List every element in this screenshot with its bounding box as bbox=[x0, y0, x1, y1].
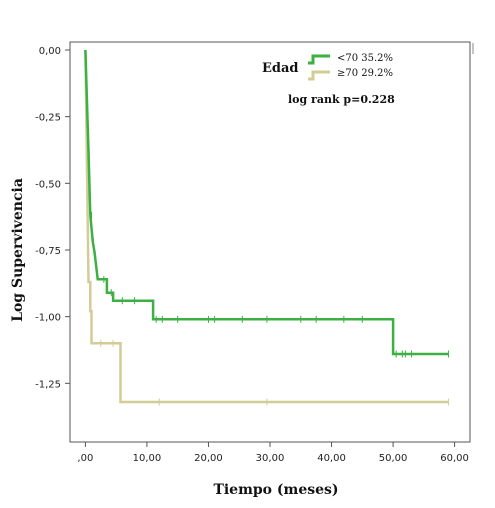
axis-ticks: ,00 10,00 20,00 30,00 40,00 50,00 60,00 0,00 -0,… bbox=[35, 46, 469, 464]
x-tick-label: 50,00 bbox=[379, 453, 408, 464]
series-line-under70 bbox=[84, 49, 449, 356]
x-tick-label: 60,00 bbox=[440, 453, 469, 464]
legend: Edad <70 35.2% ≥70 29.2% bbox=[262, 53, 393, 81]
legend-swatch-under70 bbox=[308, 54, 330, 65]
y-tick-label: -0,75 bbox=[35, 246, 61, 257]
y-tick-label: -1,00 bbox=[35, 313, 61, 324]
x-tick-label: 10,00 bbox=[133, 453, 162, 464]
y-axis-title: Log Supervivencia bbox=[10, 178, 26, 322]
plot-frame bbox=[69, 41, 471, 443]
y-tick-label: -0,25 bbox=[35, 113, 61, 124]
legend-title: Edad bbox=[262, 61, 299, 76]
x-axis-title: Tiempo (meses) bbox=[213, 482, 338, 498]
series-layer bbox=[84, 49, 449, 406]
legend-label-under70: <70 35.2% bbox=[337, 53, 393, 64]
y-tick-label: -1,25 bbox=[35, 379, 61, 390]
legend-swatch-70-plus bbox=[308, 70, 330, 81]
series-line-70-plus bbox=[84, 49, 449, 404]
log-rank-annotation: log rank p=0.228 bbox=[288, 93, 395, 106]
x-tick-label: 40,00 bbox=[317, 453, 346, 464]
x-tick-label: 30,00 bbox=[256, 453, 285, 464]
x-tick-label: ,00 bbox=[77, 453, 93, 464]
y-tick-label: 0,00 bbox=[39, 46, 61, 57]
legend-label-70-plus: ≥70 29.2% bbox=[337, 68, 393, 79]
x-tick-label: 20,00 bbox=[194, 453, 223, 464]
y-tick-label: -0,50 bbox=[35, 179, 61, 190]
